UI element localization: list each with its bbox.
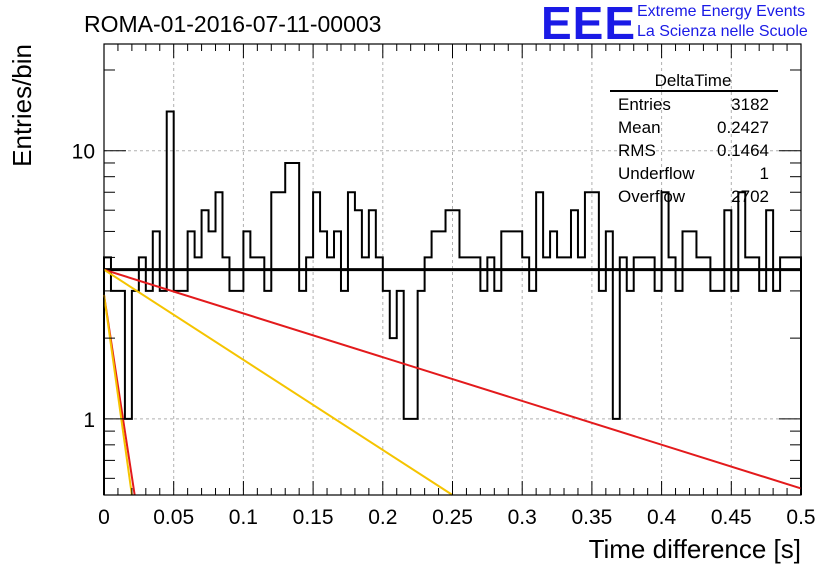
stats-row-label: Entries	[618, 95, 671, 114]
x-tick-label: 0.1	[229, 506, 258, 529]
eee-logo: EEE	[541, 0, 637, 49]
stats-row-value: 0.2427	[717, 118, 769, 137]
logo-subtitle-1: Extreme Energy Events	[637, 3, 806, 20]
grid-lines	[103, 44, 802, 495]
y-tick-label: 10	[72, 141, 95, 164]
stats-row-value: 3182	[731, 95, 769, 114]
histogram-bars	[103, 110, 802, 495]
x-tick-label: 0.45	[711, 506, 752, 529]
x-axis-ticks: 0 0.05 0.1 0.15 0.2 0.25 0.3 0.35 0.4 0.45 0.5	[98, 44, 816, 529]
x-tick-label: 0.3	[508, 506, 537, 529]
y-axis-label: Entries/bin	[7, 44, 37, 167]
fit-curve-2	[103, 268, 454, 496]
fit-curves	[103, 268, 802, 496]
run-title: ROMA-01-2016-07-11-00003	[84, 11, 381, 37]
stats-row-label: Underflow	[618, 164, 695, 183]
stats-box-rows: Entries 3182 Mean 0.2427 RMS 0.1464 Underflow 1…	[618, 95, 769, 206]
histogram-outline	[103, 110, 802, 495]
x-tick-label: 0	[98, 506, 110, 529]
stats-row-value: 1	[760, 164, 769, 183]
stats-box-title: DeltaTime	[655, 71, 732, 90]
x-tick-label: 0.4	[647, 506, 677, 529]
y-axis-ticks: 1 10	[72, 69, 801, 479]
x-tick-label: 0.2	[368, 506, 397, 529]
x-tick-label: 0.35	[571, 506, 612, 529]
x-axis-label: Time difference [s]	[589, 534, 801, 564]
fit-curve-1	[103, 268, 802, 490]
fit-curve-4	[103, 294, 133, 496]
stats-row-label: Overflow	[618, 187, 686, 206]
logo-subtitle-2: La Scienza nelle Scuole	[637, 23, 808, 40]
stats-row-label: RMS	[618, 141, 656, 160]
y-tick-label: 1	[83, 409, 95, 432]
stats-row-label: Mean	[618, 118, 661, 137]
stats-row-value: 0.1464	[717, 141, 769, 160]
x-tick-label: 0.25	[432, 506, 473, 529]
stats-box: DeltaTime Entries 3182 Mean 0.2427 RMS 0.1464…	[610, 71, 778, 206]
stats-row-value: 2702	[731, 187, 769, 206]
x-tick-label: 0.5	[786, 506, 815, 529]
x-tick-label: 0.05	[153, 506, 194, 529]
x-tick-label: 0.15	[293, 506, 334, 529]
